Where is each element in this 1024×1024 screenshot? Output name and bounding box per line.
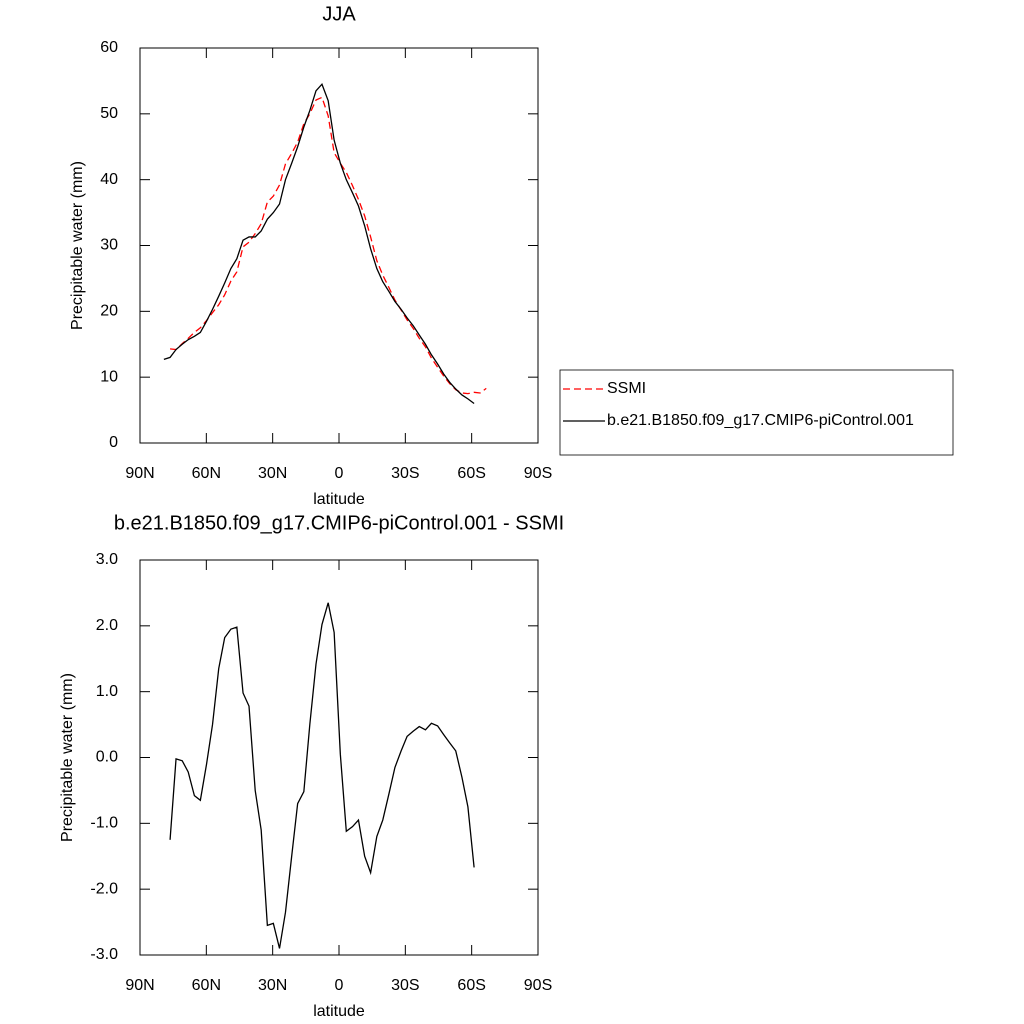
x-tick-label: 60N — [192, 465, 221, 482]
y-tick-label: 20 — [100, 303, 118, 320]
plot-frame — [139, 559, 539, 956]
y-tick-label: 3.0 — [96, 551, 118, 568]
y-tick-label: 40 — [100, 171, 118, 188]
x-tick-label: 30S — [391, 977, 419, 994]
x-tick-label: 30N — [258, 977, 287, 994]
y-tick-label: -1.0 — [90, 815, 118, 832]
y-tick-label: 0.0 — [96, 749, 118, 766]
y-tick-label: -2.0 — [90, 880, 118, 897]
x-tick-label: 90S — [524, 977, 552, 994]
plot-frame — [139, 47, 539, 444]
x-axis-label: latitude — [313, 491, 365, 508]
chart-title: b.e21.B1850.f09_g17.CMIP6-piControl.001 … — [114, 512, 564, 534]
legend-label: SSMI — [607, 380, 646, 397]
chart-title: JJA — [322, 3, 356, 25]
x-tick-label: 60S — [457, 465, 485, 482]
x-tick-label: 60S — [457, 977, 485, 994]
x-tick-label: 0 — [335, 977, 344, 994]
x-tick-label: 0 — [335, 465, 344, 482]
data-line — [169, 96, 487, 395]
y-tick-label: 30 — [100, 237, 118, 254]
x-tick-label: 30N — [258, 465, 287, 482]
x-tick-label: 90N — [125, 977, 154, 994]
data-line — [169, 602, 475, 949]
x-tick-label: 90N — [125, 465, 154, 482]
y-tick-label: 10 — [100, 368, 118, 385]
data-line — [163, 82, 475, 405]
y-axis-label: Precipitable water (mm) — [59, 673, 76, 842]
legend-label: b.e21.B1850.f09_g17.CMIP6-piControl.001 — [607, 412, 914, 429]
y-tick-label: 50 — [100, 105, 118, 122]
x-tick-label: 90S — [524, 465, 552, 482]
y-tick-label: 1.0 — [96, 683, 118, 700]
y-tick-label: 0 — [109, 434, 118, 451]
x-axis-label: latitude — [313, 1003, 365, 1020]
y-axis-label: Precipitable water (mm) — [69, 161, 86, 330]
y-tick-label: -3.0 — [90, 946, 118, 963]
y-tick-label: 60 — [100, 39, 118, 56]
y-tick-label: 2.0 — [96, 617, 118, 634]
x-tick-label: 30S — [391, 465, 419, 482]
x-tick-label: 60N — [192, 977, 221, 994]
legend-box — [559, 369, 954, 456]
